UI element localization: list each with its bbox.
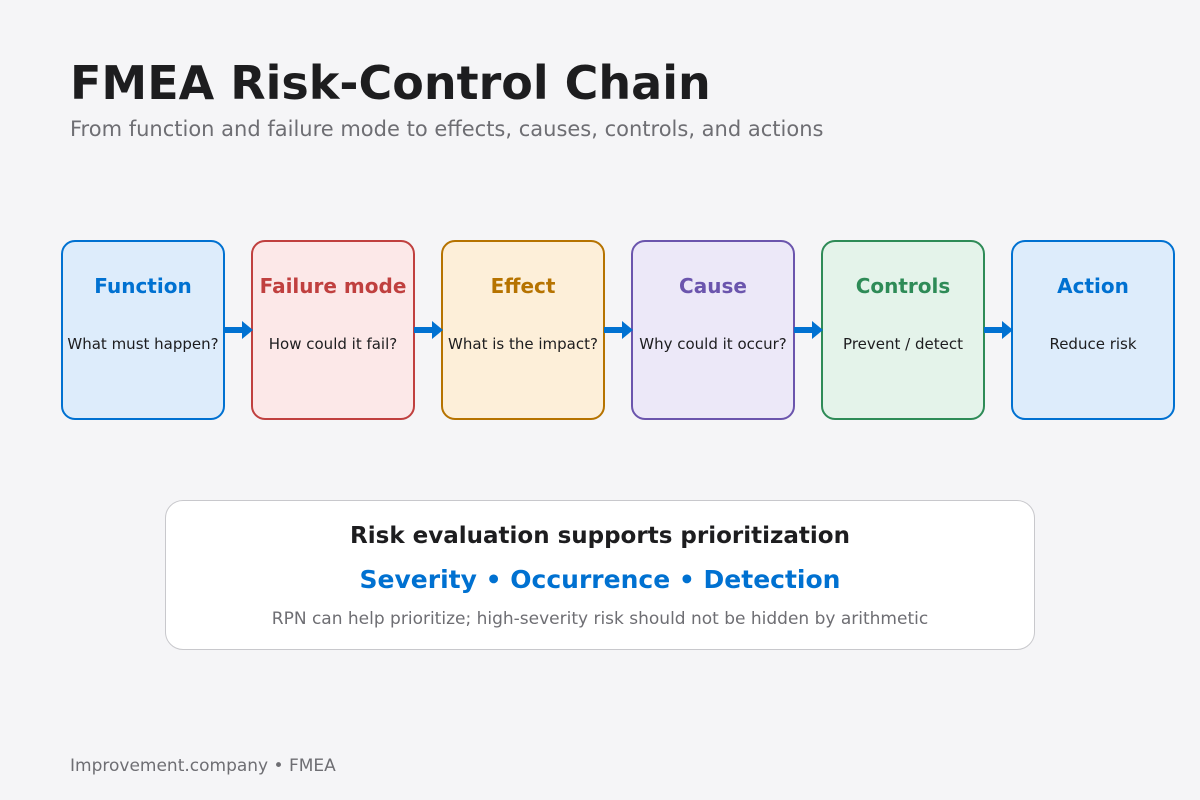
step-function-title: Function <box>94 274 192 298</box>
risk-evaluation-panel: Risk evaluation supports prioritization … <box>165 500 1035 650</box>
page-subtitle: From function and failure mode to effect… <box>70 117 824 141</box>
chain-arrow-4 <box>794 319 824 341</box>
page-title: FMEA Risk-Control Chain <box>70 56 711 110</box>
chain-arrow-2 <box>414 319 444 341</box>
chain-arrow-3 <box>604 319 634 341</box>
chain-arrow-1 <box>224 319 254 341</box>
risk-panel-heading: Risk evaluation supports prioritization <box>350 523 850 549</box>
step-action-title: Action <box>1057 274 1129 298</box>
chain-arrow-5 <box>984 319 1014 341</box>
step-function-description: What must happen? <box>67 335 219 353</box>
step-controls-description: Prevent / detect <box>843 335 963 353</box>
step-controls-box: Controls Prevent / detect <box>821 240 985 420</box>
step-action-description: Reduce risk <box>1049 335 1137 353</box>
risk-factors: Severity • Occurrence • Detection <box>359 565 841 594</box>
step-failure-mode-description: How could it fail? <box>268 335 398 353</box>
step-cause-box: Cause Why could it occur? <box>631 240 795 420</box>
step-effect-box: Effect What is the impact? <box>441 240 605 420</box>
step-effect-description: What is the impact? <box>448 335 598 353</box>
step-cause-title: Cause <box>679 274 747 298</box>
step-effect-title: Effect <box>490 274 556 298</box>
footer-credit: Improvement.company • FMEA <box>70 756 336 776</box>
step-cause-description: Why could it occur? <box>639 335 787 353</box>
step-action-box: Action Reduce risk <box>1011 240 1175 420</box>
step-controls-title: Controls <box>855 274 951 298</box>
risk-panel-note: RPN can help prioritize; high-severity r… <box>271 609 929 629</box>
step-failure-mode-box: Failure mode How could it fail? <box>251 240 415 420</box>
step-function-box: Function What must happen? <box>61 240 225 420</box>
step-failure-mode-title: Failure mode <box>259 274 407 298</box>
